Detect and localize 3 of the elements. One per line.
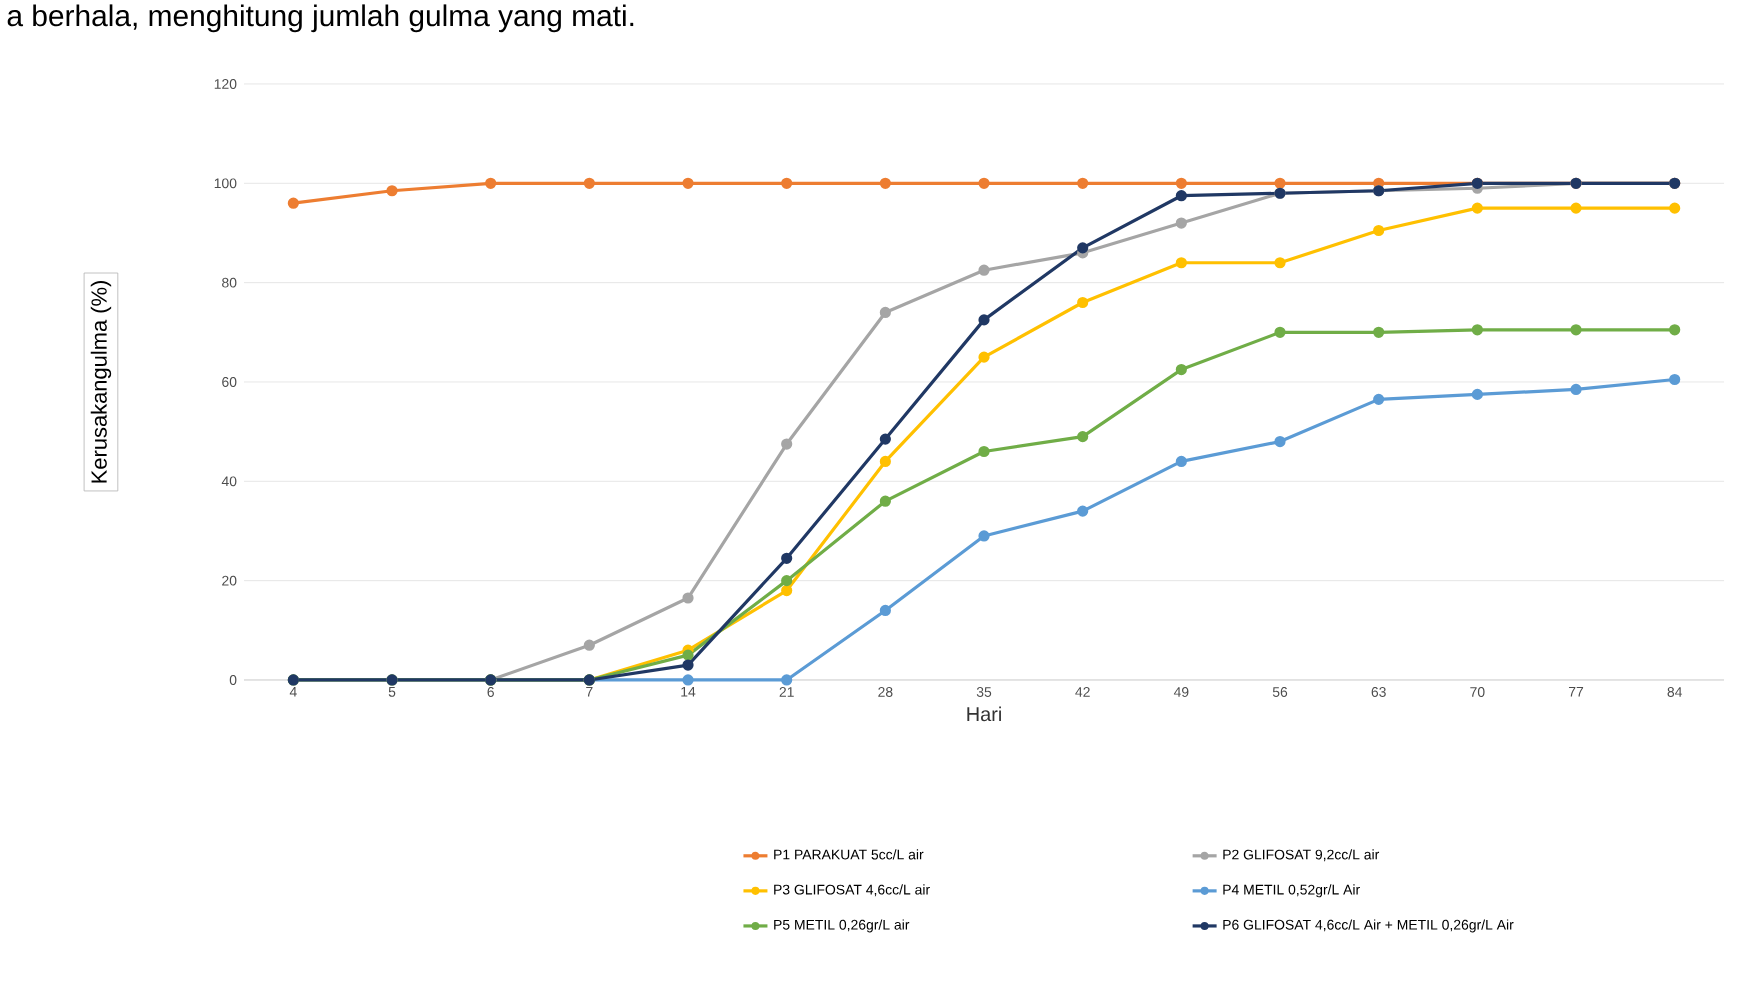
text: a berhala, menghitung jumlah gulma yang mati. [7,4,634,33]
y-axis-title: Kerusakangulma (%) [90,281,112,483]
x-axis-title: Hari [967,706,1001,722]
